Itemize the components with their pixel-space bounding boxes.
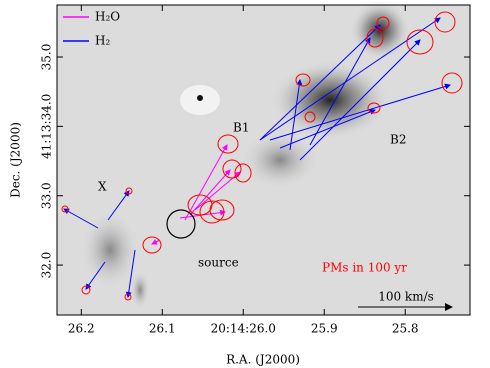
y-tick-label: 33.0 [40, 182, 54, 209]
annotation: B1 [233, 121, 249, 135]
x-tick-label: 25.9 [311, 322, 338, 336]
annotation: X [98, 180, 107, 194]
legend-label: H₂O [95, 10, 120, 24]
legend-label: H₂ [95, 34, 110, 48]
annotation: source [198, 256, 239, 270]
x-axis-label: R.A. (J2000) [226, 353, 300, 367]
vectors [61, 11, 463, 301]
annotation: 100 km/s [378, 290, 434, 304]
legend: H₂O H₂ [63, 10, 120, 48]
annotation: B2 [390, 133, 406, 147]
y-axis-label: Dec. (J2000) [9, 122, 23, 198]
y-tick-label: 41:13:34.0 [40, 94, 54, 159]
image [57, 0, 470, 315]
x-tick-label: 20:14:26.0 [211, 322, 276, 336]
x-tick-label: 26.2 [68, 322, 95, 336]
x-tick-label: 25.8 [392, 322, 419, 336]
plot-frame [56, 4, 471, 316]
y-tick-label: 32.0 [40, 252, 54, 279]
x-tick-label: 26.1 [149, 322, 176, 336]
y-tick-label: 35.0 [40, 44, 54, 71]
annotation: PMs in 100 yr [322, 261, 407, 275]
